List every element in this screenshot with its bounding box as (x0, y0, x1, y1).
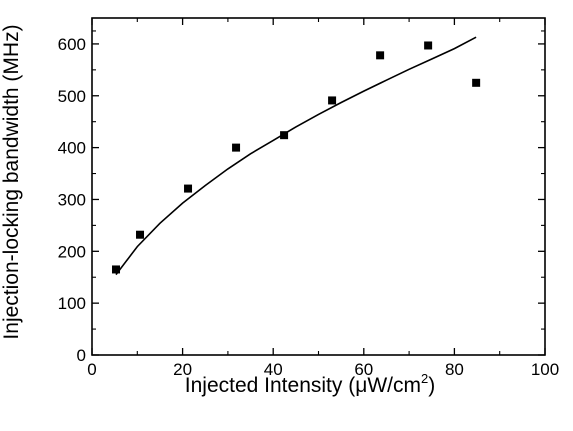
x-axis-title-mu: μ (355, 374, 367, 397)
data-point (280, 131, 289, 140)
y-tick-label: 400 (58, 139, 86, 158)
tick-labels-group: 0 20 40 60 80 100 0 100 200 300 400 500 600 (58, 35, 560, 379)
data-point (472, 78, 481, 87)
y-tick-label: 600 (58, 35, 86, 54)
y-tick-label: 200 (58, 242, 86, 261)
axes-group (91, 17, 546, 356)
data-point (136, 230, 145, 239)
x-tick-label: 40 (264, 360, 283, 379)
data-points (112, 41, 481, 274)
ticks-group (91, 18, 546, 356)
data-point (112, 265, 121, 274)
x-axis-title-suffix: ) (428, 374, 435, 397)
y-tick-label: 0 (77, 346, 86, 365)
fit-line-group (115, 36, 477, 276)
data-point (376, 51, 385, 60)
x-axis-title-unit: W/cm (367, 374, 421, 397)
fit-curve (115, 36, 477, 276)
plot-frame (91, 17, 546, 356)
data-point (424, 41, 433, 50)
y-tick-label: 500 (58, 87, 86, 106)
x-axis-title-prefix: Injected Intensity ( (185, 374, 355, 397)
data-point (328, 96, 337, 105)
y-tick-label: 100 (58, 294, 86, 313)
y-axis-title: Injection-locking bandwidth (MHz) (0, 24, 23, 339)
x-tick-label: 0 (87, 360, 96, 379)
x-tick-label: 20 (173, 360, 192, 379)
x-tick-label: 100 (531, 360, 559, 379)
y-tick-label: 300 (58, 190, 86, 209)
data-point (232, 143, 241, 152)
x-axis-title-sup: 2 (421, 371, 428, 386)
x-tick-label: 60 (354, 360, 373, 379)
x-tick-label: 80 (445, 360, 464, 379)
data-point (184, 184, 193, 193)
x-axis-title: Injected Intensity (μW/cm2) (185, 371, 435, 397)
